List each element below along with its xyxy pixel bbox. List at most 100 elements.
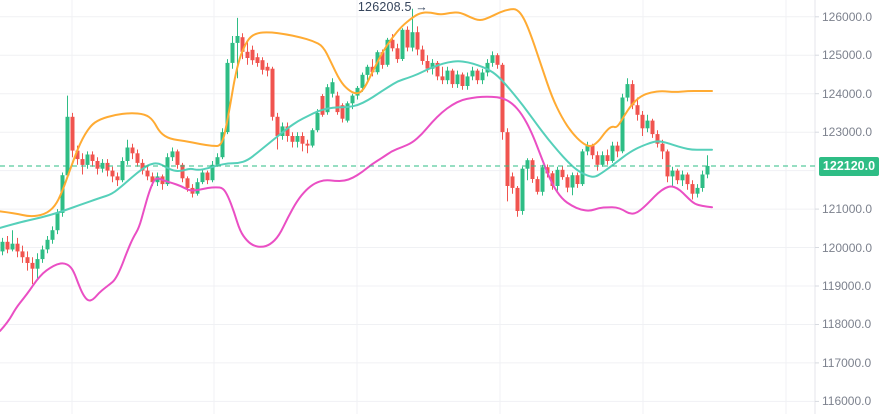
price-axis-label: 118000.0 bbox=[822, 317, 872, 331]
candle-body bbox=[15, 243, 20, 252]
candle-body bbox=[380, 52, 385, 65]
candle-body bbox=[400, 29, 405, 59]
candle-body bbox=[300, 136, 305, 144]
candle-body bbox=[685, 174, 690, 185]
candle-body bbox=[5, 241, 10, 250]
candle-body bbox=[660, 143, 665, 152]
candle-body bbox=[445, 70, 450, 81]
candle-body bbox=[270, 68, 275, 117]
candle-body bbox=[505, 132, 510, 186]
candle-body bbox=[330, 82, 335, 94]
candle-body bbox=[645, 120, 650, 129]
candle-body bbox=[350, 95, 355, 104]
candle-body bbox=[265, 66, 270, 71]
price-axis-label: 126000.0 bbox=[822, 10, 873, 24]
candle-body bbox=[315, 112, 320, 131]
price-axis-label: 121000.0 bbox=[822, 202, 873, 216]
candle-body bbox=[485, 62, 490, 73]
candle-body bbox=[225, 62, 230, 133]
candle-body bbox=[475, 70, 480, 81]
candle-body bbox=[230, 42, 235, 63]
candle-body bbox=[50, 230, 55, 240]
candle-body bbox=[360, 74, 365, 88]
price-axis[interactable]: 122120.0 126000.0 125000.0 124000.0 123000.… bbox=[815, 0, 880, 414]
candle-body bbox=[510, 176, 515, 188]
candle-body bbox=[105, 162, 110, 171]
candle-body bbox=[355, 87, 360, 96]
candle-body bbox=[235, 36, 240, 43]
candle-body bbox=[410, 32, 415, 48]
candle-body bbox=[665, 151, 670, 177]
candle-body bbox=[140, 162, 145, 171]
candle-body bbox=[615, 145, 620, 152]
candle-body bbox=[115, 176, 120, 181]
price-axis-label: 120000.0 bbox=[822, 241, 873, 255]
candle-body bbox=[390, 39, 395, 49]
candle-body bbox=[425, 61, 430, 69]
candle-body bbox=[40, 249, 45, 260]
candle-body bbox=[255, 57, 260, 63]
candle-body bbox=[60, 175, 65, 213]
candle-body bbox=[700, 174, 705, 188]
price-axis-label: 119000.0 bbox=[822, 279, 872, 293]
candle-body bbox=[525, 160, 530, 169]
candle-body bbox=[620, 97, 625, 152]
upper-band-line bbox=[0, 8, 713, 218]
candle-body bbox=[630, 84, 635, 106]
candle-body bbox=[165, 157, 170, 185]
candle-body bbox=[240, 37, 245, 52]
candle-body bbox=[395, 48, 400, 60]
candle-body bbox=[495, 55, 500, 65]
candle-body bbox=[670, 170, 675, 177]
price-axis-label: 124000.0 bbox=[822, 87, 873, 101]
candle-body bbox=[560, 169, 565, 178]
candle-body bbox=[55, 212, 60, 231]
price-axis-label: 125000.0 bbox=[822, 48, 873, 62]
price-axis-label: 116000.0 bbox=[822, 394, 872, 408]
candle-body bbox=[85, 154, 90, 165]
candle-body bbox=[650, 120, 655, 135]
candle-body bbox=[490, 55, 495, 63]
candle-body bbox=[405, 29, 410, 48]
candle-body bbox=[625, 84, 630, 98]
candle-body bbox=[695, 187, 700, 194]
candle-body bbox=[10, 243, 15, 250]
candle-body bbox=[275, 116, 280, 136]
candle-body bbox=[415, 32, 420, 50]
candle-body bbox=[90, 154, 95, 161]
candle-body bbox=[610, 145, 615, 161]
candle-body bbox=[340, 105, 345, 119]
candle-body bbox=[655, 134, 660, 144]
candle-body bbox=[195, 182, 200, 194]
candle-body bbox=[35, 259, 40, 269]
candle-body bbox=[335, 95, 340, 113]
candle-body bbox=[365, 66, 370, 75]
candle-body bbox=[385, 39, 390, 65]
candle-body bbox=[465, 76, 470, 86]
candle-body bbox=[250, 49, 255, 61]
candle-body bbox=[345, 103, 350, 121]
candle-body bbox=[30, 262, 35, 269]
candle-body bbox=[555, 169, 560, 186]
candle-body bbox=[175, 151, 180, 165]
candle-body bbox=[430, 62, 435, 69]
candle-body bbox=[455, 74, 460, 85]
candle-body bbox=[260, 60, 265, 70]
candle-body bbox=[515, 187, 520, 211]
candle-body bbox=[285, 126, 290, 136]
candle-body bbox=[200, 172, 205, 183]
candle-body bbox=[125, 147, 130, 161]
candle-body bbox=[325, 87, 330, 113]
candle-body bbox=[150, 176, 155, 183]
candle-body bbox=[295, 136, 300, 142]
candle-body bbox=[565, 177, 570, 188]
candle-body bbox=[570, 175, 575, 188]
candle-body bbox=[205, 172, 210, 181]
candle-body bbox=[290, 136, 295, 142]
candle-body bbox=[0, 241, 5, 252]
candle-body bbox=[370, 66, 375, 73]
candle-body bbox=[420, 49, 425, 61]
middle-band-line bbox=[0, 60, 713, 229]
